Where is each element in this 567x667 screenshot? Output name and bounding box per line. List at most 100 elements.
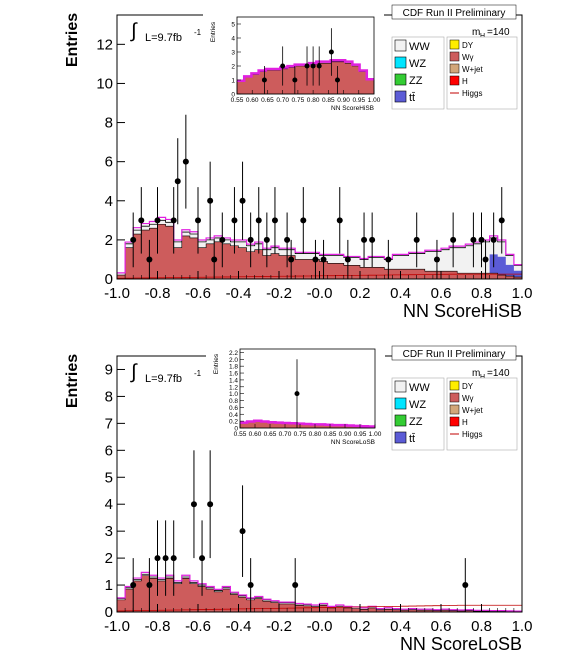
legend-swatch — [394, 397, 407, 410]
data-point — [130, 236, 137, 243]
inset-y-tick-label: 3 — [231, 50, 235, 57]
legend-swatch — [449, 51, 460, 62]
inset-y-tick-label: 0.6 — [229, 405, 238, 412]
y-axis-label: Entries — [64, 13, 81, 67]
data-point — [498, 217, 505, 224]
legend-label: W+jet — [462, 406, 483, 415]
mass-subscript: H — [480, 33, 485, 40]
data-point — [361, 236, 368, 243]
x-tick-label: -0.6 — [185, 618, 211, 635]
inset-y-tick-label: 0.8 — [229, 398, 238, 405]
legend-swatch — [394, 56, 407, 69]
inset-y-tick-label: 2 — [231, 64, 235, 71]
legend-swatch — [449, 63, 460, 74]
legend-label: DY — [462, 41, 474, 50]
inset-y-tick-label: 0 — [231, 92, 235, 99]
inset-x-tick-label: 0.60 — [249, 431, 262, 438]
inset-data-point — [334, 77, 340, 83]
inset-y-tick-label: 1 — [231, 78, 235, 85]
y-tick-label: 1 — [105, 577, 113, 594]
inset-x-axis-label: NN ScoreLoSB — [331, 439, 375, 446]
header-box — [391, 4, 517, 20]
inset-x-tick-label: 0.80 — [309, 431, 322, 438]
inset-data-point — [261, 77, 267, 83]
inset-y-tick-label: 1.2 — [229, 384, 238, 391]
inset-x-tick-label: 0.70 — [279, 431, 292, 438]
data-point — [231, 217, 238, 224]
header-box — [391, 345, 517, 361]
mass-value: =140 — [487, 368, 510, 379]
data-point — [162, 555, 169, 562]
legend-label: Wγ — [462, 53, 474, 62]
inset-x-tick-label: 1.00 — [368, 97, 381, 104]
data-point — [247, 582, 254, 589]
y-tick-label: 6 — [105, 442, 113, 459]
inset-y-axis-label: Entries — [213, 353, 220, 374]
legend-label: Higgs — [462, 89, 482, 98]
x-tick-label: 0.4 — [390, 618, 411, 635]
data-point — [284, 236, 291, 243]
data-point — [146, 256, 153, 263]
legend-swatch — [449, 75, 460, 86]
inset-data-point — [316, 63, 322, 69]
data-point — [462, 582, 469, 589]
legend: WW WZ ZZ tt̄ DY Wγ W+jet H Higgs — [391, 36, 518, 110]
inset-data-point — [292, 77, 298, 83]
inset-x-tick-label: 0.55 — [234, 431, 247, 438]
y-tick-label: 0 — [105, 271, 113, 288]
chart-panel-1: -1.0 -0.8 -0.6 -0.4 -0.2 -0.0 0.2 0.4 0.6 0.8 1.00… — [64, 343, 532, 654]
data-point — [170, 555, 177, 562]
data-point — [292, 582, 299, 589]
data-point — [312, 256, 319, 263]
mass-label: m — [472, 27, 480, 38]
integral-sign: ∫ — [130, 361, 138, 383]
data-point — [154, 217, 161, 224]
inset-x-tick-label: 0.55 — [231, 97, 244, 104]
x-tick-label: -0.8 — [145, 285, 171, 302]
chart-panel-0: -1.0 -0.8 -0.6 -0.4 -0.2 -0.0 0.2 0.4 0.6 0.8 1.00… — [64, 4, 533, 321]
x-tick-label: 1.0 — [512, 618, 533, 635]
header-text: CDF Run II Preliminary — [403, 349, 506, 360]
data-point — [450, 236, 457, 243]
data-point — [182, 158, 189, 165]
inset-x-tick-label: 0.85 — [322, 97, 335, 104]
data-point — [199, 555, 206, 562]
inset-plot: 0.55 0.60 0.65 0.70 0.75 0.80 0.85 0.90 0.95 1.00… — [206, 343, 385, 448]
lumi-superscript: -1 — [194, 369, 202, 378]
y-tick-label: 4 — [105, 193, 113, 210]
data-point — [207, 501, 214, 508]
x-tick-label: 0.8 — [471, 618, 492, 635]
x-tick-label: -0.0 — [307, 285, 333, 302]
data-point — [433, 256, 440, 263]
y-tick-label: 12 — [96, 36, 113, 53]
data-point — [174, 178, 181, 185]
inset-y-axis-label: Entries — [210, 21, 217, 42]
legend-swatch — [449, 404, 460, 415]
lumi-superscript: -1 — [194, 28, 202, 37]
legend: WW WZ ZZ tt̄ DY Wγ W+jet H Higgs — [391, 377, 518, 451]
mass-subscript: H — [480, 374, 485, 381]
data-point — [207, 197, 214, 204]
inset-x-tick-label: 0.70 — [276, 97, 289, 104]
inset-x-tick-label: 0.85 — [324, 431, 337, 438]
x-axis-label: NN ScoreHiSB — [403, 301, 522, 321]
inset-uncertainty-band — [240, 419, 375, 428]
inset-y-tick-label: 2.2 — [229, 350, 238, 357]
data-point — [138, 217, 145, 224]
y-tick-label: 7 — [105, 415, 113, 432]
x-tick-label: -0.2 — [266, 285, 292, 302]
legend-label: Higgs — [462, 430, 482, 439]
x-tick-label: -1.0 — [104, 618, 130, 635]
total-uncertainty-line — [117, 216, 522, 274]
inset-y-tick-label: 1.4 — [229, 377, 238, 384]
inset-plot: 0.55 0.60 0.65 0.70 0.75 0.80 0.85 0.90 0.95 1.00… — [203, 11, 384, 114]
x-tick-label: 1.0 — [512, 285, 533, 302]
x-tick-label: 0.6 — [431, 285, 452, 302]
inset-y-tick-label: 2.0 — [229, 357, 238, 364]
data-point — [478, 236, 485, 243]
data-point — [369, 236, 376, 243]
inset-x-tick-label: 1.00 — [369, 431, 382, 438]
y-tick-label: 9 — [105, 361, 113, 378]
inset-x-tick-label: 0.95 — [354, 431, 367, 438]
data-point — [190, 501, 197, 508]
